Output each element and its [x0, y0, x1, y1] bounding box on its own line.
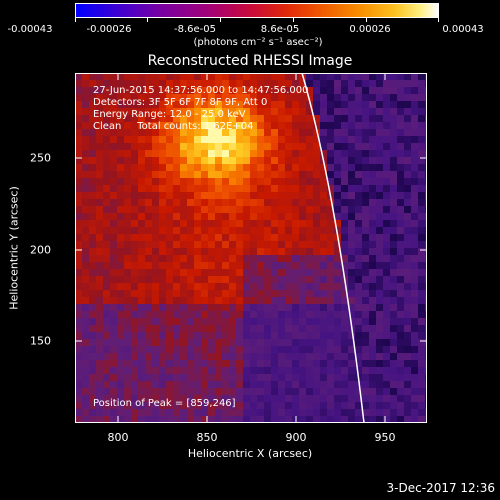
y-tick-label: 150 [30, 334, 51, 348]
image-title: Reconstructed RHESSI Image [147, 53, 353, 69]
clean-counts: Clean Total counts: 1.62E+04 [93, 121, 254, 132]
rhessi-image [75, 73, 427, 423]
colorbar-tick [293, 18, 294, 22]
x-axis-ticks [117, 73, 386, 423]
plot-frame [75, 73, 427, 423]
colorbar-tick [147, 18, 148, 22]
colorbar-label: -8.6e-05 [174, 24, 216, 35]
observation-info: 27-Jun-2015 14:37:56.000 to 14:47:56.000… [93, 85, 309, 133]
solar-limb [301, 73, 365, 423]
detectors: Detectors: 3F 5F 6F 7F 8F 9F, Att 0 [93, 97, 268, 108]
x-tick-label: 800 [107, 431, 129, 444]
time-range: 27-Jun-2015 14:37:56.000 to 14:47:56.000 [93, 85, 309, 96]
y-tick-label: 200 [30, 243, 51, 257]
colorbar-tick [220, 18, 221, 22]
peak-position: Position of Peak = [859,246] [93, 398, 236, 409]
colorbar-tick [366, 18, 367, 22]
energy-range: Energy Range: 12.0 - 25.0 keV [93, 109, 246, 120]
colorbar-label: -0.00043 [7, 24, 53, 35]
x-tick-label: 900 [285, 431, 307, 444]
colorbar [75, 3, 439, 18]
y-tick-label: 250 [30, 151, 51, 165]
colorbar-label: 0.00026 [349, 24, 391, 35]
y-axis-ticks [75, 157, 427, 342]
colorbar-label: 8.6e-05 [260, 24, 300, 35]
colorbar-units: (photons cm⁻² s⁻¹ asec⁻²) [193, 37, 323, 48]
x-tick-label: 850 [196, 431, 218, 444]
x-tick-label: 950 [374, 431, 396, 444]
colorbar-tick [438, 18, 439, 22]
plot-timestamp: 3-Dec-2017 12:36 [386, 481, 495, 495]
colorbar-label: 0.00043 [442, 24, 484, 35]
colorbar-tick [75, 18, 76, 22]
colorbar-label: -0.00026 [86, 24, 132, 35]
x-axis-label: Heliocentric X (arcsec) [187, 447, 313, 460]
y-axis-label: Heliocentric Y (arcsec) [7, 186, 21, 310]
image-pixels [75, 73, 427, 423]
